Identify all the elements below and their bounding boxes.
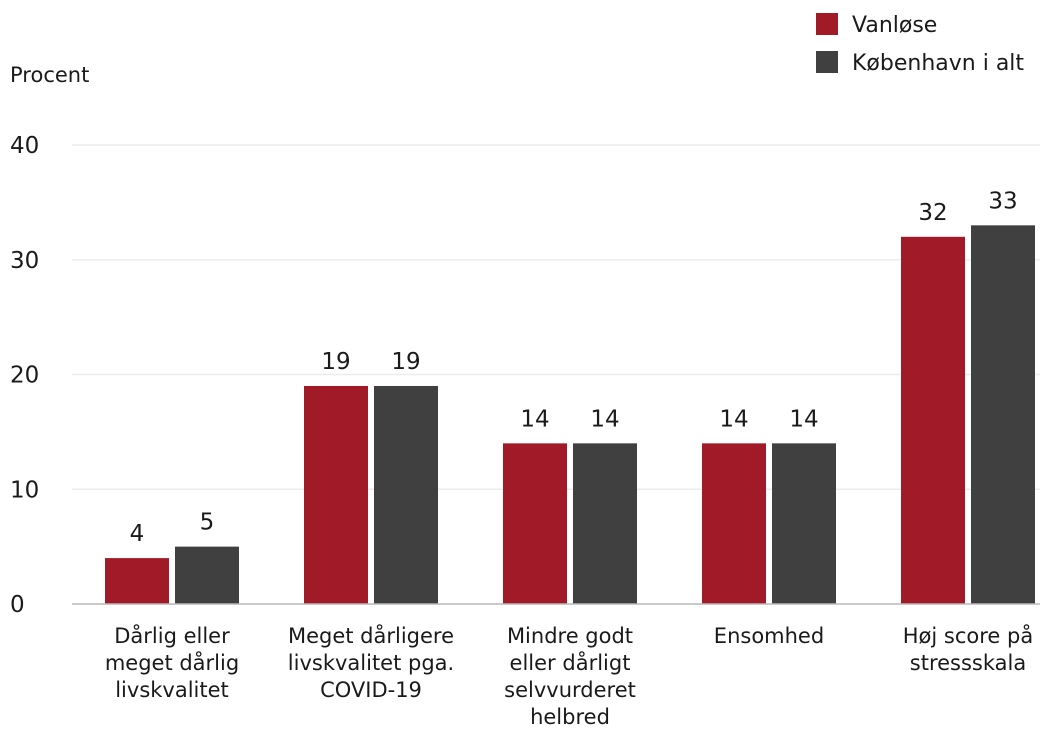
bar-vanlose-2: [503, 443, 567, 604]
y-tick-label: 40: [10, 133, 39, 159]
bar-kobenhavn-1: [374, 385, 438, 604]
bar-kobenhavn-4: [971, 225, 1035, 604]
data-label: 14: [789, 406, 818, 432]
legend-swatch: [816, 51, 838, 73]
data-label: 14: [719, 406, 748, 432]
gridlines: [72, 144, 1040, 490]
x-tick-label: Ensomhed: [714, 624, 824, 648]
y-tick-label: 10: [10, 477, 39, 503]
bar-vanlose-0: [105, 558, 169, 604]
data-label: 19: [321, 349, 350, 375]
data-label: 14: [590, 406, 619, 432]
legend-swatch: [816, 13, 838, 35]
y-axis-label: Procent: [10, 63, 89, 87]
data-labels: 4 19 14 14 32 5 19 14 14 33: [130, 188, 1018, 547]
data-label: 32: [918, 200, 947, 226]
y-tick-label: 0: [10, 592, 25, 618]
data-label: 14: [520, 406, 549, 432]
data-label: 4: [130, 521, 145, 547]
bar-kobenhavn-0: [175, 546, 239, 604]
bar-kobenhavn-2: [573, 443, 637, 604]
x-tick-label: Høj score på stressskala: [903, 623, 1033, 675]
x-tick-label: Meget dårligere livskvalitet pga. COVID-19: [288, 623, 454, 702]
data-label: 5: [200, 510, 215, 536]
y-axis-ticks: 0 10 20 30 40: [10, 133, 39, 618]
bar-vanlose-3: [702, 443, 766, 604]
y-tick-label: 20: [10, 363, 39, 389]
legend-label: København i alt: [852, 51, 1024, 76]
x-tick-label: Dårlig eller meget dårlig livskvalitet: [105, 623, 239, 702]
y-tick-label: 30: [10, 248, 39, 274]
bar-vanlose-1: [304, 385, 368, 604]
x-tick-label: Mindre godt eller dårligt selvvurderet helb…: [504, 624, 636, 729]
legend: Vanløse København i alt: [816, 13, 1024, 76]
bar-vanlose-4: [901, 236, 965, 605]
data-label: 19: [391, 349, 420, 375]
legend-label: Vanløse: [852, 13, 937, 38]
x-axis-ticks: Dårlig eller meget dårlig livskvalitet Mege…: [105, 623, 1033, 729]
data-label: 33: [988, 188, 1017, 214]
bars: [105, 225, 1035, 605]
bar-kobenhavn-3: [772, 443, 836, 604]
